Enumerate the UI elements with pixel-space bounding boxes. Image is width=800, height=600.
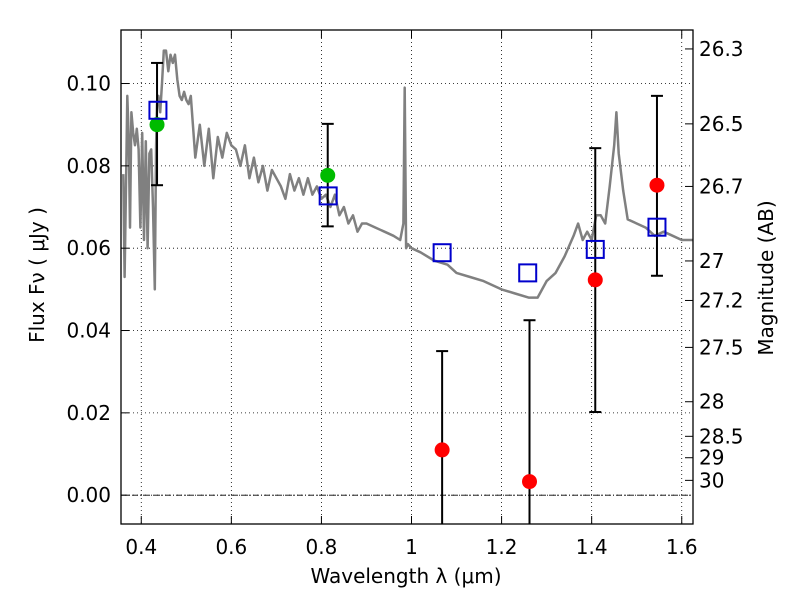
x-tick-label: 0.4 xyxy=(125,535,157,559)
model-band-square xyxy=(148,100,168,120)
x-tick-label: 1 xyxy=(405,535,418,559)
right-tick-label: 29 xyxy=(699,446,724,470)
right-tick-label: 26.3 xyxy=(699,37,744,61)
right-tick-label: 27.5 xyxy=(699,335,744,359)
right-tick-label: 28 xyxy=(699,390,724,414)
model-band-square xyxy=(518,263,538,283)
right-tick-label: 27 xyxy=(699,249,724,273)
x-tick-label: 1.4 xyxy=(576,535,608,559)
right-tick-label: 26.7 xyxy=(699,174,744,198)
right-tick-label: 27.2 xyxy=(699,288,744,312)
tick-labels: 0.4 0.6 0.8 1 1.2 1.4 1.6 0.00 0.02 0.04 0.06 0.08 0… xyxy=(66,37,743,559)
y-tick-label: 0.02 xyxy=(66,401,111,425)
x-axis-label: Wavelength λ (μm) xyxy=(310,564,501,588)
right-tick-label: 28.5 xyxy=(699,424,744,448)
model-band-square xyxy=(432,243,452,263)
plot-frame xyxy=(120,29,694,525)
x-tick-label: 0.6 xyxy=(215,535,247,559)
model-band-square xyxy=(647,217,667,237)
red-data-point xyxy=(434,442,450,458)
y-tick-label: 0.08 xyxy=(66,154,111,178)
right-axis-label: Magnitude (AB) xyxy=(754,200,778,355)
error-bars xyxy=(151,61,663,524)
green-data-point xyxy=(149,117,165,133)
red-data-point xyxy=(587,272,603,288)
y-tick-label: 0.00 xyxy=(66,483,111,507)
red-data-point xyxy=(649,177,665,193)
model-band-square xyxy=(585,239,605,259)
y-axis-label: Flux Fν ( μJy ) xyxy=(25,207,49,343)
right-tick-label: 26.5 xyxy=(699,112,744,136)
model-spectrum-line xyxy=(122,49,693,299)
green-data-point xyxy=(320,167,336,183)
red-data-point xyxy=(522,474,538,490)
x-tick-label: 1.6 xyxy=(666,535,698,559)
y-tick-label: 0.06 xyxy=(66,236,111,260)
right-tick-label: 30 xyxy=(699,468,724,492)
y-tick-label: 0.04 xyxy=(66,319,111,343)
x-tick-label: 1.2 xyxy=(486,535,518,559)
data-points xyxy=(148,100,667,490)
x-tick-label: 0.8 xyxy=(306,535,338,559)
tick-marks xyxy=(121,30,693,524)
model-band-square xyxy=(318,186,338,206)
y-tick-label: 0.10 xyxy=(66,72,111,96)
model-spectrum xyxy=(122,49,693,299)
